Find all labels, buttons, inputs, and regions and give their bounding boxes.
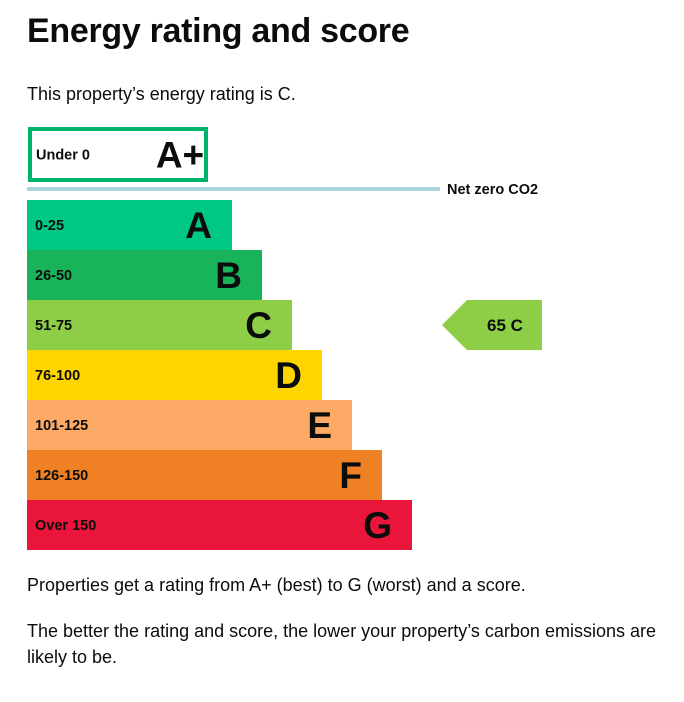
band-f-range: 126-150 bbox=[35, 468, 88, 484]
band-g-letter: G bbox=[363, 505, 392, 546]
rating-summary: This property’s energy rating is C. bbox=[27, 84, 296, 104]
band-f-bar bbox=[27, 450, 382, 500]
carbon-explanation: The better the rating and score, the low… bbox=[27, 621, 656, 667]
current-rating-label: 65 C bbox=[487, 316, 523, 335]
band-a-range: 0-25 bbox=[35, 218, 64, 234]
band-a-plus-letter: A+ bbox=[156, 135, 204, 176]
rating-explanation: Properties get a rating from A+ (best) t… bbox=[27, 575, 526, 595]
current-rating-arrow bbox=[442, 300, 542, 350]
band-a-plus-range: Under 0 bbox=[36, 148, 90, 164]
band-c-range: 51-75 bbox=[35, 318, 72, 334]
band-a-bar bbox=[27, 200, 232, 250]
band-g-range: Over 150 bbox=[35, 518, 96, 534]
band-c-letter: C bbox=[245, 305, 272, 346]
band-b-bar bbox=[27, 250, 262, 300]
band-b-letter: B bbox=[215, 255, 242, 296]
band-c-bar bbox=[27, 300, 292, 350]
energy-rating-chart: Under 0 A+ 0-25 A 26-50 B 51-75 C 76-100 D 101-125… bbox=[27, 127, 542, 550]
band-d-letter: D bbox=[275, 355, 302, 396]
net-zero-label: Net zero CO2 bbox=[447, 182, 538, 198]
band-a-letter: A bbox=[185, 205, 212, 246]
band-e-range: 101-125 bbox=[35, 418, 88, 434]
band-a-plus-box bbox=[28, 127, 208, 182]
band-d-range: 76-100 bbox=[35, 368, 80, 384]
band-f-letter: F bbox=[339, 455, 362, 496]
band-e-letter: E bbox=[307, 405, 332, 446]
band-e-bar bbox=[27, 400, 352, 450]
band-g-bar bbox=[27, 500, 412, 550]
page-title: Energy rating and score bbox=[27, 12, 410, 50]
band-d-bar bbox=[27, 350, 322, 400]
band-b-range: 26-50 bbox=[35, 268, 72, 284]
